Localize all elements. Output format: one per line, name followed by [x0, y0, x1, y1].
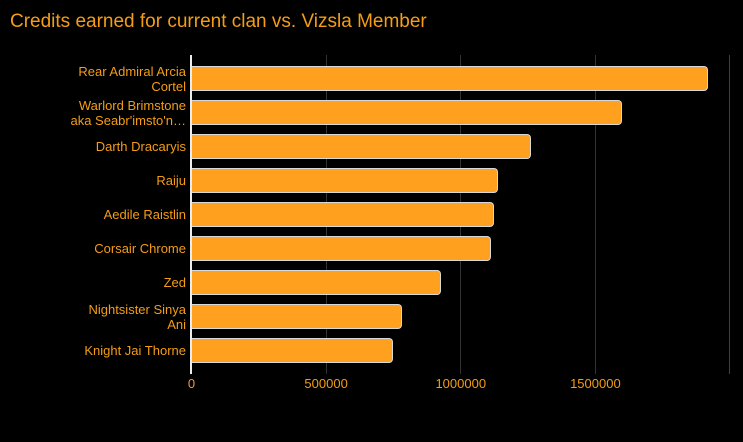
- bar[interactable]: [191, 236, 491, 261]
- category-label: Nightsister Sinya Ani: [0, 300, 186, 334]
- category-label-text: Nightsister Sinya Ani: [88, 301, 186, 332]
- bar[interactable]: [191, 338, 393, 363]
- category-label-text: Warlord Brimstone aka Seabr'imsto'n…: [70, 97, 186, 128]
- category-label-text: Corsair Chrome: [94, 241, 186, 256]
- bar[interactable]: [191, 168, 499, 193]
- category-label: Rear Admiral Arcia Cortel: [0, 62, 186, 96]
- gridline: [594, 54, 596, 374]
- category-label-text: Darth Dracaryis: [95, 139, 186, 154]
- bar[interactable]: [191, 304, 402, 329]
- x-tick-label: 500000: [304, 376, 348, 391]
- category-label-text: Rear Admiral Arcia Cortel: [78, 63, 186, 94]
- category-label-text: Raiju: [156, 173, 186, 188]
- x-tick-label: 1500000: [570, 376, 621, 391]
- category-label: Knight Jai Thorne: [0, 334, 186, 368]
- bar[interactable]: [191, 66, 709, 91]
- plot-right-border: [729, 54, 730, 374]
- bar[interactable]: [191, 270, 441, 295]
- category-label: Raiju: [0, 164, 186, 198]
- category-label: Corsair Chrome: [0, 232, 186, 266]
- bar[interactable]: [191, 134, 531, 159]
- category-label-text: Aedile Raistlin: [103, 207, 186, 222]
- category-label-text: Knight Jai Thorne: [84, 343, 186, 358]
- category-label: Darth Dracaryis: [0, 130, 186, 164]
- chart-title: Credits earned for current clan vs. Vizs…: [10, 11, 427, 32]
- x-tick-label: 0: [187, 376, 196, 391]
- bar[interactable]: [191, 100, 623, 125]
- category-label: Aedile Raistlin: [0, 198, 186, 232]
- plot-area: [190, 54, 730, 374]
- bar[interactable]: [191, 202, 495, 227]
- category-label-text: Zed: [163, 275, 186, 290]
- category-label: Zed: [0, 266, 186, 300]
- category-label: Warlord Brimstone aka Seabr'imsto'n…: [0, 96, 186, 130]
- x-tick-label: 1000000: [435, 376, 487, 391]
- y-axis-line: [190, 54, 192, 374]
